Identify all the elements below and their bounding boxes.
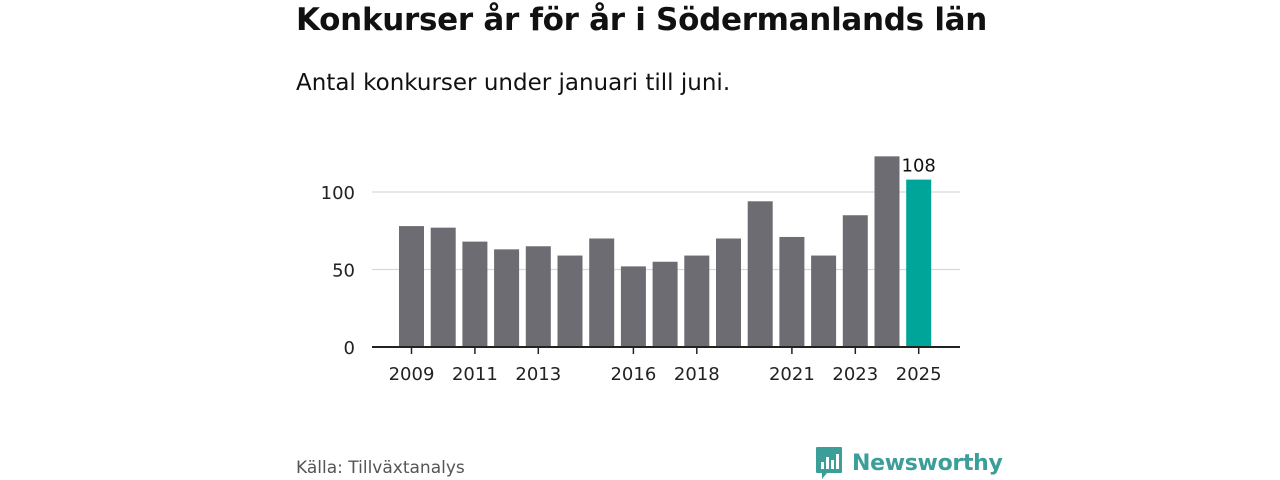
bar-2011 (462, 241, 488, 347)
x-tick-label: 2023 (832, 364, 878, 385)
x-tick-label: 2013 (515, 364, 561, 385)
x-tick-label: 2021 (769, 364, 815, 385)
bar-2023 (842, 215, 868, 347)
chart-title: Konkurser år för år i Södermanlands län (296, 2, 988, 38)
bar-2018 (684, 255, 710, 347)
x-axis-labels: 2009 2011 2013 2016 2018 2021 2023 2025 (389, 364, 942, 385)
x-axis-ticks (410, 347, 920, 354)
bar-2015 (589, 238, 615, 347)
grid-lines (372, 191, 960, 271)
bar-2024 (874, 156, 900, 347)
newsworthy-logo-icon (816, 447, 842, 479)
bar-2021 (779, 236, 805, 347)
bar-2010 (430, 227, 456, 347)
bar-2013 (525, 246, 551, 347)
bar-2022 (811, 255, 837, 347)
y-axis-labels: 0 50 100 (321, 183, 355, 359)
bar-2009 (399, 226, 424, 347)
x-tick-label: 2016 (610, 364, 656, 385)
y-tick-label: 100 (321, 183, 355, 204)
bar-2020 (747, 201, 773, 347)
bar-2014 (557, 255, 583, 347)
brand-logo: Newsworthy (815, 446, 1003, 480)
bar-2016 (620, 266, 646, 347)
bar-2019 (716, 238, 741, 347)
source-note: Källa: Tillväxtanalys (296, 458, 465, 478)
bar-value-label: 108 (902, 156, 936, 177)
x-tick-label: 2018 (674, 364, 720, 385)
bar-2012 (494, 249, 520, 347)
chart-subtitle: Antal konkurser under januari till juni. (296, 70, 731, 96)
bar-2025 (906, 179, 932, 347)
bars (399, 156, 932, 347)
bar-2017 (652, 261, 678, 347)
y-tick-label: 0 (344, 338, 355, 359)
x-tick-label: 2025 (896, 364, 942, 385)
x-tick-label: 2011 (452, 364, 498, 385)
brand-name: Newsworthy (852, 450, 1003, 476)
y-tick-label: 50 (332, 261, 355, 282)
x-tick-label: 2009 (389, 364, 435, 385)
